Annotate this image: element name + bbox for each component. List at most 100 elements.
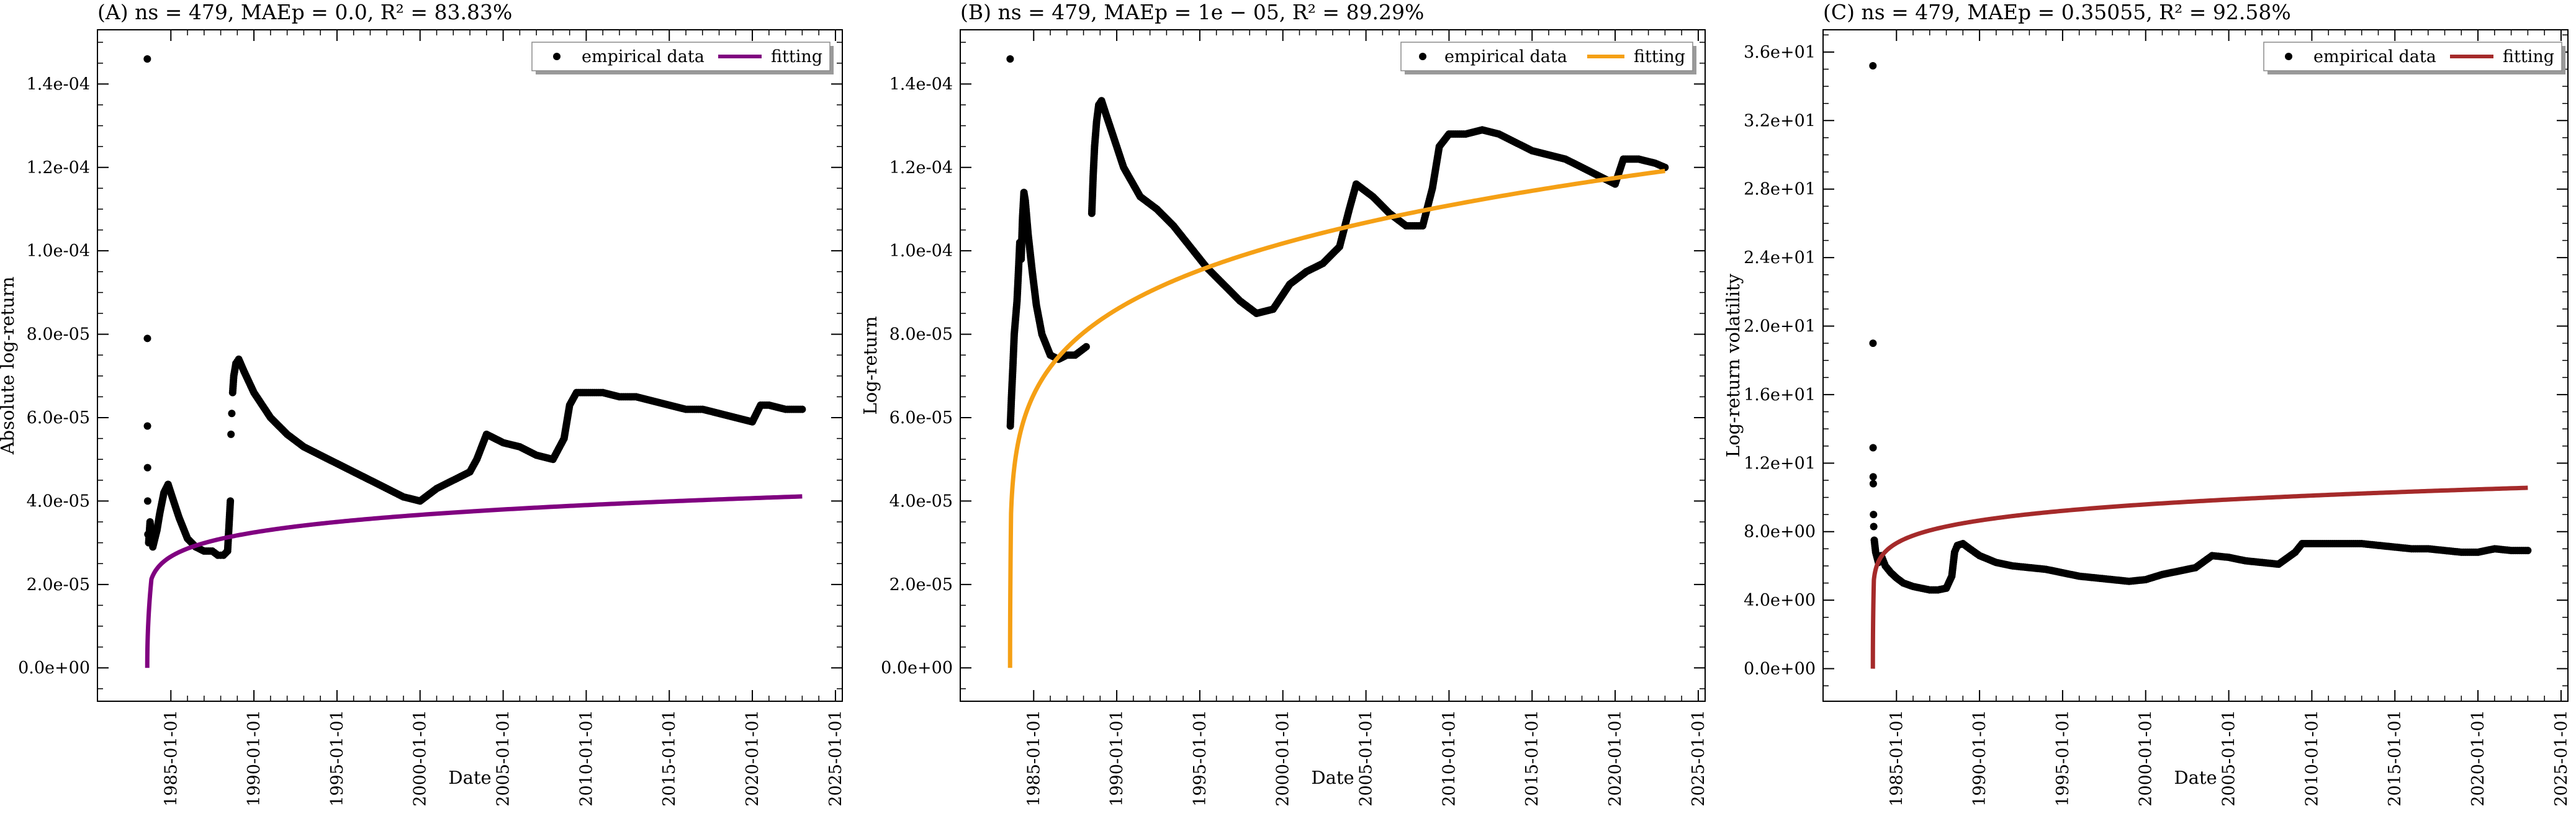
panel-c-x-tick-label: 2010-01-01: [2302, 710, 2322, 807]
panel-a-legend-empirical-label: empirical data: [582, 47, 705, 66]
panel-a-y-tick-label: 0.0e+00: [18, 658, 90, 678]
panel-c-x-tick-label: 2005-01-01: [2220, 710, 2239, 807]
panel-c-empirical-point: [1869, 444, 1877, 452]
panel-a-y-tick-label: 4.0e-05: [27, 491, 90, 511]
panel-a-y-label: Absolute log-return: [0, 277, 18, 455]
panel-c-legend-fitting-label: fitting: [2503, 47, 2554, 66]
panel-a-x-tick-label: 2010-01-01: [577, 710, 596, 807]
panel-b: (B) ns = 479, MAEp = 1e − 05, R² = 89.29…: [860, 0, 1708, 807]
panel-c-x-label: Date: [2174, 767, 2217, 788]
panel-b-x-tick-label: 2010-01-01: [1439, 710, 1459, 807]
panel-a-empirical-point: [227, 430, 235, 438]
panel-b-title: (B) ns = 479, MAEp = 1e − 05, R² = 89.29…: [960, 0, 1424, 24]
panel-c-y-tick-label: 1.6e+01: [1744, 385, 1816, 405]
panel-b-y-tick-label: 2.0e-05: [889, 575, 953, 594]
panel-a-empirical-points: [143, 55, 806, 559]
panel-c-x-ticks: 1985-01-01 1990-01-01 1995-01-01 2000-01-01…: [1887, 30, 2571, 807]
panel-b-y-tick-label: 8.0e-05: [889, 325, 953, 344]
panel-b-legend-empirical-marker: [1419, 53, 1426, 60]
panel-b-fitting-line: [1007, 169, 1665, 668]
panel-c-y-tick-label: 2.4e+01: [1744, 248, 1816, 267]
panel-c-empirical-point: [1869, 480, 1877, 488]
panel-c-y-label: Log-return volatility: [1723, 273, 1744, 457]
panel-b-empirical-points: [1006, 55, 1669, 430]
panel-b-y-tick-label: 1.2e-04: [889, 158, 953, 177]
panel-a-x-tick-label: 1995-01-01: [328, 710, 347, 807]
panel-a-y-tick-label: 1.4e-04: [27, 74, 90, 94]
panel-a-x-ticks: 1985-01-01 1990-01-01 1995-01-01 2000-01-01…: [161, 30, 845, 807]
panel-b-x-tick-label: 2000-01-01: [1274, 710, 1293, 807]
panel-b-x-ticks: 1985-01-01 1990-01-01 1995-01-01 2000-01-01…: [1024, 30, 1708, 807]
panel-a-x-label: Date: [448, 767, 491, 788]
panel-c: (C) ns = 479, MAEp = 0.35055, R² = 92.58…: [1723, 0, 2571, 807]
panel-a-empirical-point: [143, 55, 151, 63]
panel-c-legend-empirical-marker: [2285, 53, 2292, 60]
panel-b-empirical-point: [1082, 343, 1090, 351]
panel-b-legend: empirical data fitting: [1400, 42, 1696, 74]
panel-a-empirical-point: [228, 410, 236, 418]
panel-a-x-tick-label: 2015-01-01: [660, 710, 679, 807]
panel-b-plot-frame: [960, 29, 1706, 702]
panel-a-y-tick-label: 2.0e-05: [27, 575, 90, 594]
panel-a-y-tick-label: 6.0e-05: [27, 408, 90, 428]
panel-a-legend-fitting-label: fitting: [771, 47, 822, 66]
panel-c-y-tick-label: 8.0e+00: [1744, 523, 1816, 542]
panel-b-y-tick-label: 1.0e-04: [889, 241, 953, 261]
panel-a-plot-frame: [97, 29, 843, 702]
panel-c-x-tick-label: 2000-01-01: [2137, 710, 2156, 807]
panel-b-y-tick-label: 1.4e-04: [889, 74, 953, 94]
panel-c-empirical-point: [1869, 339, 1877, 348]
panel-a-legend-box: [531, 42, 831, 71]
panel-c-x-tick-label: 2015-01-01: [2385, 710, 2405, 807]
panel-b-x-tick-label: 1985-01-01: [1024, 710, 1043, 807]
panel-c-empirical-point: [1870, 511, 1878, 519]
panel-a-x-tick-label: 1990-01-01: [245, 710, 264, 807]
panel-b-y-tick-label: 0.0e+00: [881, 658, 953, 678]
panel-a-empirical-point: [143, 422, 151, 430]
panel-a-x-tick-label: 2025-01-01: [826, 710, 845, 807]
panel-a-y-tick-label: 1.2e-04: [27, 158, 90, 177]
panel-b-fitting-curve: [1007, 169, 1665, 668]
panel-a-fitting-line: [145, 494, 803, 668]
panel-c-x-tick-label: 2025-01-01: [2552, 710, 2571, 807]
panel-b-legend-fitting-label: fitting: [1634, 47, 1685, 66]
panel-a-empirical-point: [143, 334, 151, 343]
panel-c-x-tick-label: 1995-01-01: [2053, 710, 2073, 807]
panel-a-empirical-point: [143, 464, 151, 472]
panel-b-x-tick-label: 2005-01-01: [1357, 710, 1376, 807]
panel-b-empirical-point: [1006, 55, 1014, 63]
panel-c-fitting-curve: [1870, 485, 2528, 669]
panel-c-empirical-point: [1869, 61, 1877, 70]
panel-b-x-tick-label: 2015-01-01: [1523, 710, 1542, 807]
panel-a-title: (A) ns = 479, MAEp = 0.0, R² = 83.83%: [97, 0, 512, 24]
panel-c-plot-frame: [1822, 29, 2569, 702]
panel-a: (A) ns = 479, MAEp = 0.0, R² = 83.83% 19…: [0, 0, 845, 807]
panel-c-y-tick-label: 1.2e+01: [1744, 454, 1816, 473]
panel-a-x-tick-label: 1985-01-01: [161, 710, 181, 807]
panel-c-legend-box: [2263, 42, 2562, 71]
panel-c-empirical-points: [1869, 61, 2532, 594]
panel-a-y-tick-label: 1.0e-04: [27, 241, 90, 261]
panel-c-y-ticks: 0.0e+00 4.0e+00 8.0e+00 1.2e+01 1.6e+01 2.0e+…: [1744, 34, 2568, 686]
panel-a-fitting-curve: [145, 494, 803, 668]
panel-a-empirical-point: [798, 405, 806, 413]
panel-c-x-tick-label: 1985-01-01: [1887, 710, 1906, 807]
panel-b-x-tick-label: 2025-01-01: [1689, 710, 1708, 807]
panel-a-y-ticks: 0.0e+00 2.0e-05 4.0e-05 6.0e-05 8.0e-05 1.0e-…: [18, 42, 842, 689]
panel-c-y-tick-label: 4.0e+00: [1744, 591, 1816, 610]
panel-c-y-tick-label: 3.2e+01: [1744, 111, 1816, 130]
panel-b-x-tick-label: 1995-01-01: [1191, 710, 1210, 807]
panel-a-legend: empirical data fitting: [531, 42, 834, 74]
panel-a-y-tick-label: 8.0e-05: [27, 325, 90, 344]
panel-a-legend-empirical-marker: [553, 53, 561, 60]
panel-c-empirical-point: [2524, 547, 2532, 555]
panel-b-y-tick-label: 4.0e-05: [889, 491, 953, 511]
panel-c-empirical-point: [1870, 523, 1878, 531]
panel-b-legend-empirical-label: empirical data: [1444, 47, 1567, 66]
panel-b-y-label: Log-return: [860, 316, 881, 415]
panel-a-x-tick-label: 2005-01-01: [494, 710, 513, 807]
panel-c-y-tick-label: 2.8e+01: [1744, 180, 1816, 199]
panel-c-y-tick-label: 2.0e+01: [1744, 317, 1816, 336]
panel-b-y-tick-label: 6.0e-05: [889, 408, 953, 428]
